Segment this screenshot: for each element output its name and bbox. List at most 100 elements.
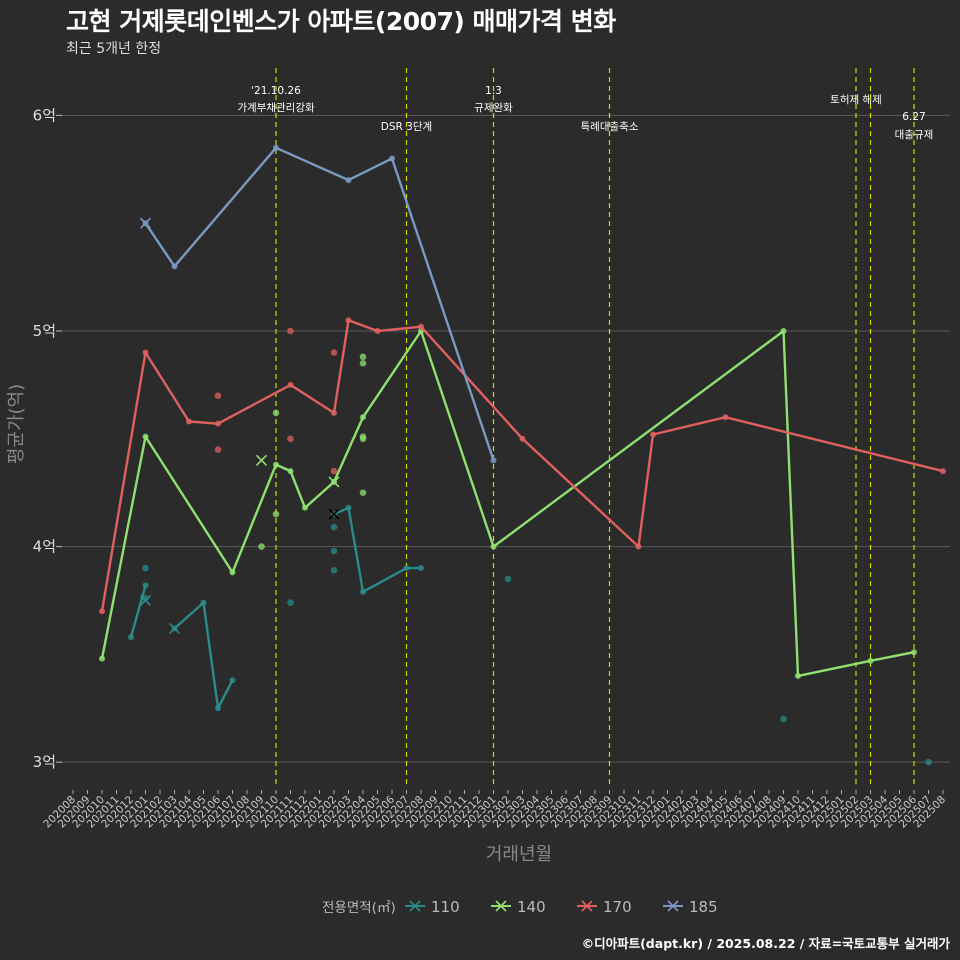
series-110 bbox=[128, 504, 932, 766]
line-point-170 bbox=[635, 543, 642, 550]
line-point-110 bbox=[142, 582, 149, 589]
line-point-110 bbox=[418, 565, 424, 572]
event-date-label: 1.3 bbox=[485, 85, 502, 97]
line-point-140 bbox=[99, 655, 105, 662]
point-110 bbox=[330, 547, 338, 555]
line-point-170 bbox=[331, 409, 337, 416]
legend-key-cross bbox=[667, 900, 679, 912]
point-170 bbox=[287, 435, 294, 443]
line-point-140 bbox=[287, 468, 294, 475]
cross-stroke bbox=[139, 594, 152, 607]
event-date-label: '21.10.26 bbox=[251, 85, 301, 97]
point-110 bbox=[925, 758, 932, 766]
cross-140 bbox=[328, 476, 340, 488]
line-point-170 bbox=[722, 414, 729, 421]
legend-item-140: 140 bbox=[491, 898, 546, 916]
point-140 bbox=[359, 435, 367, 443]
event-label: 토허제 해제 bbox=[830, 93, 882, 106]
cross-stroke bbox=[328, 508, 340, 520]
point-140 bbox=[258, 543, 265, 550]
legend-label: 110 bbox=[431, 898, 460, 916]
source-caption: ©디아파트(dapt.kr) / 2025.08.22 / 자료=국토교통부 실… bbox=[581, 936, 950, 951]
line-point-185 bbox=[171, 263, 178, 270]
point-170 bbox=[214, 446, 222, 453]
line-110 bbox=[173, 601, 234, 710]
line-point-170 bbox=[186, 418, 192, 425]
line-point-170 bbox=[345, 317, 352, 324]
cross-stroke bbox=[255, 454, 268, 466]
axis-layer: 3억4억5억6억20200820200920201020201120201220… bbox=[6, 106, 948, 865]
point-170 bbox=[214, 392, 222, 399]
line-point-110 bbox=[403, 565, 410, 572]
point-110 bbox=[142, 564, 149, 572]
cross-stroke bbox=[139, 217, 152, 229]
line-point-185 bbox=[389, 155, 395, 162]
cross-110 bbox=[139, 594, 152, 607]
grid-layer bbox=[60, 114, 950, 763]
point-140 bbox=[272, 409, 280, 417]
point-140 bbox=[359, 353, 367, 361]
legend-label: 140 bbox=[517, 898, 546, 916]
line-point-170 bbox=[99, 608, 105, 615]
legend-key-cross bbox=[581, 900, 593, 912]
point-110 bbox=[330, 566, 338, 574]
line-point-170 bbox=[940, 468, 946, 475]
event-label: 특례대출축소 bbox=[581, 121, 639, 133]
cross-stroke bbox=[495, 900, 507, 912]
event-label: 규제완화 bbox=[474, 101, 513, 114]
cross-stroke bbox=[328, 476, 340, 488]
line-point-110 bbox=[345, 504, 352, 511]
cross-185 bbox=[139, 217, 152, 229]
line-point-110 bbox=[215, 705, 221, 712]
series-140 bbox=[99, 327, 917, 679]
line-point-170 bbox=[519, 435, 526, 442]
y-tick-label: 5억 bbox=[33, 322, 56, 340]
line-point-170 bbox=[142, 349, 149, 356]
line-point-140 bbox=[229, 569, 236, 576]
legend-layer: 전용면적(㎡) 110 140 170 185 bbox=[322, 898, 718, 916]
legend-key-cross bbox=[495, 900, 507, 912]
legend-key-cross bbox=[409, 900, 421, 912]
series-layer bbox=[99, 144, 946, 766]
line-point-140 bbox=[780, 327, 787, 334]
legend-label: 185 bbox=[689, 898, 718, 916]
y-tick-label: 3억 bbox=[33, 753, 56, 771]
y-tick-label: 4억 bbox=[33, 538, 56, 556]
point-110 bbox=[504, 575, 512, 583]
cross-stroke bbox=[409, 900, 421, 912]
point-110 bbox=[142, 594, 149, 602]
event-label: 가계부채관리강화 bbox=[237, 102, 315, 114]
line-185 bbox=[144, 146, 495, 461]
event-date-label: 6.27 bbox=[902, 111, 925, 123]
cross-stroke bbox=[667, 900, 679, 912]
cross-marker bbox=[328, 508, 340, 520]
line-140 bbox=[100, 329, 915, 678]
point-170 bbox=[287, 327, 294, 335]
line-point-185 bbox=[273, 144, 279, 151]
cross-110 bbox=[168, 622, 181, 635]
line-110 bbox=[333, 506, 421, 593]
line-170 bbox=[100, 319, 944, 612]
line-point-140 bbox=[142, 433, 149, 440]
line-110 bbox=[129, 585, 147, 638]
line-point-110 bbox=[229, 677, 236, 684]
line-point-185 bbox=[490, 457, 497, 464]
legend-item-110: 110 bbox=[405, 898, 460, 916]
line-point-170 bbox=[215, 420, 221, 427]
point-110 bbox=[780, 715, 787, 723]
point-110 bbox=[287, 599, 294, 606]
line-point-170 bbox=[287, 381, 294, 388]
x-axis-title: 거래년월 bbox=[486, 844, 552, 865]
chart-subtitle: 최근 5개년 한정 bbox=[66, 41, 162, 57]
line-point-140 bbox=[490, 543, 497, 550]
series-170 bbox=[99, 317, 946, 615]
line-point-170 bbox=[374, 327, 381, 334]
point-170 bbox=[330, 349, 338, 356]
line-point-140 bbox=[795, 672, 801, 679]
point-140 bbox=[359, 489, 367, 496]
cross-stroke bbox=[168, 622, 181, 635]
event-label: 대출규제 bbox=[895, 129, 934, 141]
event-label: DSR 3단계 bbox=[381, 121, 432, 133]
